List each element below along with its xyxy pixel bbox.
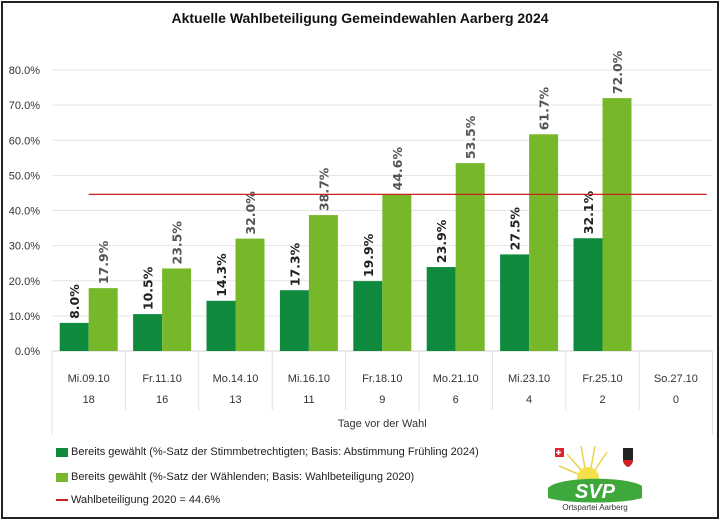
bar-waehlende (88, 288, 118, 351)
y-tick-label: 80.0% (9, 65, 40, 77)
bar-stimmberechtigte (426, 267, 456, 351)
days-before-label: 4 (526, 394, 532, 406)
days-before-label: 2 (599, 394, 605, 406)
bar-waehlende (529, 134, 559, 351)
bar-waehlende (235, 238, 265, 351)
bar-stimmberechtigte (59, 322, 89, 351)
y-tick-label: 50.0% (9, 170, 40, 182)
days-before-label: 13 (229, 394, 241, 406)
x-tick-label: Fr.25.10 (582, 373, 622, 385)
bar-waehlende (162, 268, 192, 351)
x-tick-label: Mi.23.10 (508, 373, 550, 385)
legend-swatch-dark (56, 447, 68, 457)
data-label: 8.0% (67, 284, 82, 319)
svp-logo: SVP Ortspartei Aarberg (545, 440, 645, 512)
bar-waehlende (602, 98, 632, 351)
y-tick-label: 60.0% (9, 135, 40, 147)
legend-label: Bereits gewählt (%-Satz der Stimmbetrech… (71, 446, 479, 458)
data-label: 32.1% (581, 190, 596, 234)
data-label: 53.5% (463, 115, 478, 159)
logo-text: SVP (575, 481, 616, 503)
y-tick-label: 20.0% (9, 276, 40, 288)
legend-swatch-line (56, 499, 68, 501)
x-tick-label: So.27.10 (654, 373, 698, 385)
legend-label: Bereits gewählt (%-Satz der Wählenden; B… (71, 471, 415, 483)
y-tick-label: 70.0% (9, 100, 40, 112)
days-before-label: 11 (303, 394, 314, 406)
data-label: 32.0% (243, 191, 258, 235)
data-label: 23.5% (170, 221, 185, 265)
data-label: 72.0% (610, 50, 625, 94)
logo-subtext: Ortspartei Aarberg (562, 503, 627, 512)
y-tick-label: 10.0% (9, 311, 40, 323)
legend-item-line: Wahlbeteiligung 2020 = 44.6% (56, 494, 220, 506)
x-tick-label: Mi.09.10 (68, 373, 110, 385)
bar-stimmberechtigte (573, 238, 603, 351)
bar-stimmberechtigte (500, 254, 530, 351)
x-tick-label: Mi.16.10 (288, 373, 330, 385)
chart-title: Aktuelle Wahlbeteiligung Gemeindewahlen … (171, 10, 549, 26)
data-label: 17.9% (96, 240, 111, 284)
data-label: 14.3% (214, 253, 229, 297)
x-tick-label: Mo.21.10 (433, 373, 479, 385)
y-tick-label: 30.0% (9, 241, 40, 253)
days-before-label: 6 (453, 394, 459, 406)
bar-waehlende (382, 194, 412, 351)
bar-stimmberechtigte (206, 300, 236, 351)
legend-item-dark: Bereits gewählt (%-Satz der Stimmbetrech… (56, 446, 479, 458)
bar-waehlende (308, 215, 338, 351)
y-tick-label: 0.0% (15, 346, 40, 358)
x-tick-label: Fr.11.10 (142, 373, 182, 385)
bar-stimmberechtigte (279, 290, 309, 351)
days-before-label: 9 (379, 394, 385, 406)
days-before-label: 0 (673, 394, 679, 406)
data-label: 23.9% (434, 219, 449, 263)
data-label: 44.6% (390, 147, 405, 191)
legend-item-light: Bereits gewählt (%-Satz der Wählenden; B… (56, 471, 414, 483)
data-label: 27.5% (508, 207, 523, 251)
data-label: 19.9% (361, 233, 376, 277)
x-tick-label: Fr.18.10 (362, 373, 402, 385)
bar-stimmberechtigte (133, 314, 163, 351)
days-before-label: 18 (83, 394, 95, 406)
data-label: 17.3% (287, 242, 302, 286)
legend-label: Wahlbeteiligung 2020 = 44.6% (71, 494, 221, 506)
bar-waehlende (455, 163, 485, 351)
x-tick-label: Mo.14.10 (213, 373, 259, 385)
data-label: 10.5% (141, 266, 156, 310)
x-axis-title: Tage vor der Wahl (338, 418, 427, 430)
data-label: 61.7% (537, 86, 552, 130)
bar-stimmberechtigte (353, 281, 383, 351)
legend-swatch-light (56, 472, 68, 482)
days-before-label: 16 (156, 394, 168, 406)
data-label: 38.7% (316, 167, 331, 211)
y-tick-label: 40.0% (9, 206, 40, 218)
